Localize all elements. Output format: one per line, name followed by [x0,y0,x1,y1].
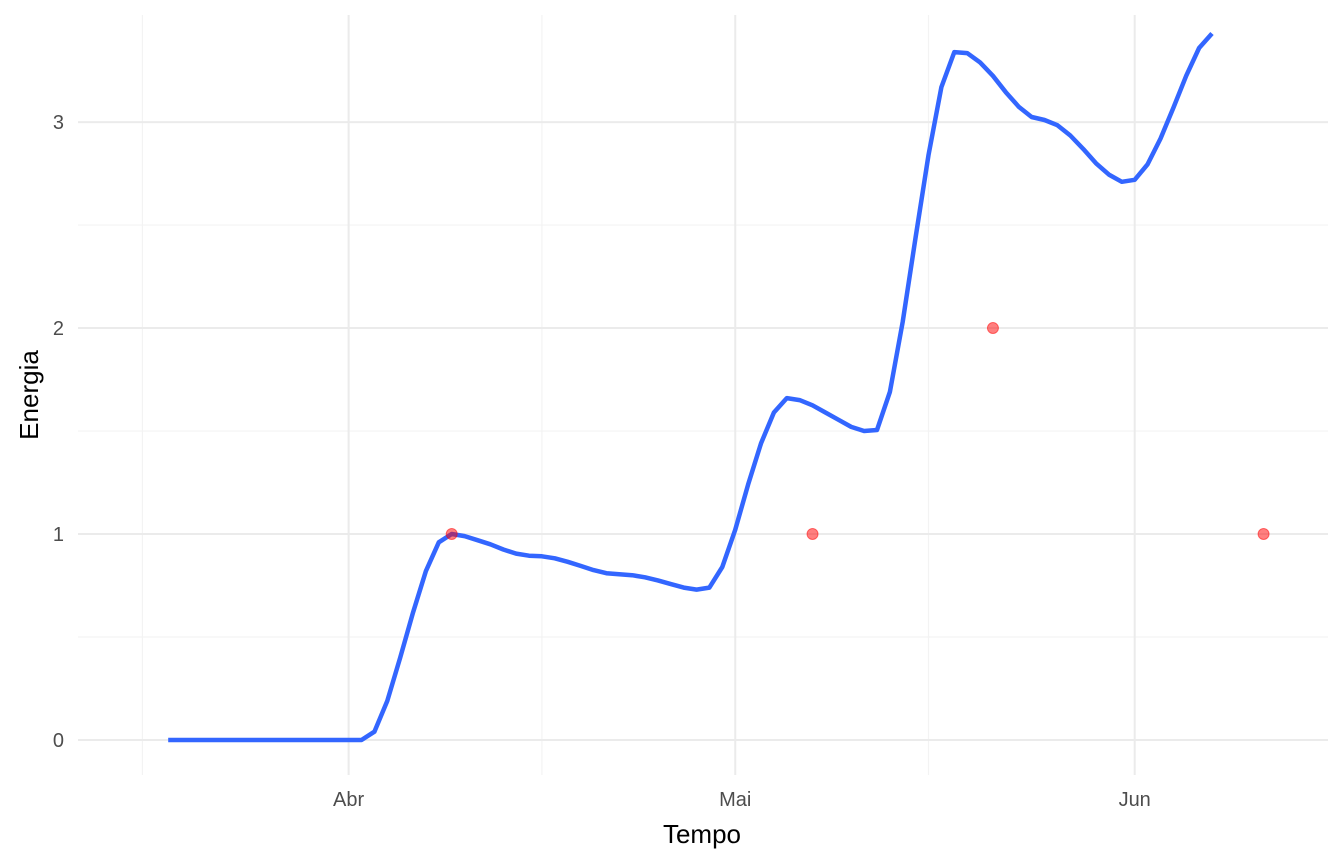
y-tick-label: 1 [53,524,64,546]
data-point [986,322,999,335]
series-layer [168,32,1270,743]
y-axis-title: Energia [14,350,44,440]
data-point [445,528,458,541]
x-tick-label: Abr [333,789,364,811]
x-tick-label: Mai [719,789,751,811]
y-tick-label: 3 [53,112,64,134]
data-point [806,528,819,541]
series-line [168,32,1214,743]
y-tick-label: 2 [53,318,64,340]
axes: Tempo Energia 0 1 2 3 Abr Mai Jun [14,112,1151,849]
x-tick-label: Jun [1119,789,1151,811]
x-axis-title: Tempo [663,819,741,849]
y-tick-label: 0 [53,730,64,752]
grid [78,15,1328,775]
data-point [1257,528,1270,541]
